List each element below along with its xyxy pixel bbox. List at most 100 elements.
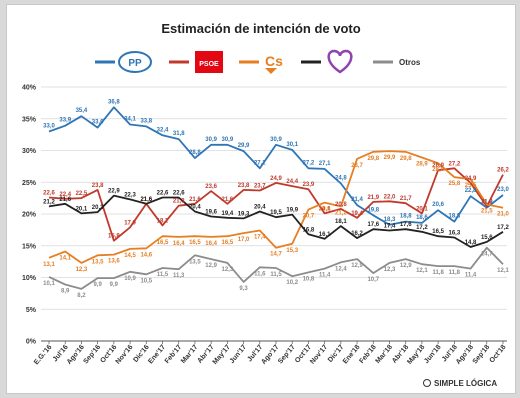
data-label-pp: 21,0 — [481, 200, 493, 206]
y-tick-label: 5% — [26, 307, 37, 314]
data-label-psoe: 22,6 — [43, 190, 55, 196]
data-label-unidos-podemos: 22,3 — [124, 192, 136, 198]
data-label-pp: 20,6 — [432, 202, 444, 208]
series-line-pp — [48, 106, 504, 226]
data-label-cs: 16,5 — [189, 240, 201, 246]
data-label-pp: 30,9 — [205, 137, 217, 143]
data-label-psoe: 23,6 — [205, 184, 217, 190]
data-label-cs: 13,1 — [43, 262, 55, 268]
data-label-otros: 10,8 — [303, 276, 315, 282]
data-label-cs: 29,8 — [367, 156, 379, 162]
y-tick-label: 10% — [22, 275, 37, 282]
x-tick-label: Mar'17 — [180, 344, 200, 365]
data-label-pp: 18,8 — [449, 214, 461, 220]
data-label-unidos-podemos: 16,2 — [351, 231, 363, 237]
data-label-unidos-podemos: 20,1 — [76, 206, 88, 212]
data-label-unidos-podemos: 21,6 — [59, 197, 71, 203]
data-label-psoe: 21,6 — [189, 197, 201, 203]
data-label-pp: 31,8 — [173, 131, 185, 137]
data-label-cs: 15,3 — [286, 248, 298, 254]
data-label-cs: 28,9 — [416, 161, 428, 167]
data-label-otros: 10,2 — [286, 280, 298, 286]
data-label-cs: 21,5 — [481, 208, 493, 214]
data-label-otros: 11,3 — [173, 273, 185, 279]
data-label-otros: 12,1 — [497, 268, 509, 274]
x-tick-label: Ago'17 — [260, 344, 280, 366]
data-label-pp: 24,8 — [335, 176, 347, 182]
data-label-pp: 33,9 — [59, 118, 71, 124]
data-label-otros: 12,9 — [351, 263, 363, 269]
data-label-cs: 17,4 — [254, 235, 266, 241]
data-label-psoe: 23,9 — [303, 182, 315, 188]
data-label-otros: 11,5 — [270, 272, 282, 278]
series-line-psoe — [48, 167, 504, 242]
x-tick-label: E.G.'16 — [33, 344, 54, 367]
data-label-psoe: 18,2 — [157, 218, 169, 224]
y-tick-label: 25% — [22, 180, 37, 187]
data-label-cs: 13,5 — [92, 259, 104, 265]
data-label-pp: 30,9 — [270, 137, 282, 143]
data-label-psoe: 21,3 — [173, 199, 185, 205]
data-label-cs: 25,5 — [465, 183, 477, 189]
data-label-cs: 21,2 — [335, 210, 347, 216]
svg-text:Cs: Cs — [265, 53, 283, 69]
legend: PP PSOE Cs Otros — [95, 49, 421, 74]
data-label-unidos-podemos: 14,8 — [465, 240, 477, 246]
data-label-psoe: 23,7 — [254, 184, 266, 190]
data-label-otros: 9,9 — [110, 282, 119, 288]
x-tick-label: Ago'18 — [455, 344, 475, 366]
data-label-unidos-podemos: 16,3 — [449, 230, 461, 236]
y-tick-label: 40% — [22, 85, 37, 92]
x-tick-label: Ago'16 — [66, 344, 86, 366]
data-label-pp: 27,2 — [303, 160, 315, 166]
data-label-unidos-podemos: 18,1 — [335, 219, 347, 225]
data-label-cs: 16,5 — [157, 240, 169, 246]
data-label-psoe: 17,9 — [124, 220, 136, 226]
data-label-pp: 30,9 — [222, 137, 234, 143]
data-label-psoe: 22,5 — [76, 191, 88, 197]
x-tick-label: Jun'18 — [423, 344, 443, 365]
x-tick-label: May'17 — [212, 344, 232, 366]
data-label-otros: 8,2 — [77, 293, 86, 299]
data-label-pp: 27,1 — [319, 161, 331, 167]
data-label-pp: 33,6 — [92, 120, 104, 126]
data-label-psoe: 27,2 — [449, 161, 461, 167]
data-label-unidos-podemos: 22,6 — [157, 190, 169, 196]
data-label-cs: 16,4 — [205, 241, 217, 247]
data-label-psoe: 26,2 — [497, 168, 509, 174]
data-label-unidos-podemos: 15,6 — [481, 235, 493, 241]
data-label-pp: 22,8 — [465, 188, 477, 194]
data-label-cs: 13,6 — [108, 259, 120, 265]
data-label-unidos-podemos: 16,8 — [303, 227, 315, 233]
data-label-pp: 27,2 — [254, 160, 266, 166]
copyright-icon — [423, 379, 431, 387]
data-label-otros: 12,3 — [222, 267, 234, 273]
data-label-unidos-podemos: 16,5 — [432, 229, 444, 235]
series-line-otros — [48, 246, 504, 290]
x-tick-label: Nov'17 — [309, 344, 329, 366]
data-label-otros: 11,8 — [449, 270, 461, 276]
data-label-pp: 23,0 — [497, 187, 509, 193]
data-label-psoe: 15,8 — [108, 234, 120, 240]
data-label-otros: 11,4 — [465, 273, 477, 279]
data-label-otros: 10,5 — [140, 278, 152, 284]
data-label-cs: 14,7 — [270, 252, 282, 258]
x-tick-label: Nov'16 — [115, 344, 135, 366]
data-label-unidos-podemos: 19,9 — [286, 208, 298, 214]
source-label: SIMPLE LÓGICA — [434, 379, 497, 388]
data-label-otros: 11,8 — [432, 270, 444, 276]
chart-frame: Estimación de intención de voto PP PSOE … — [6, 4, 516, 394]
data-label-unidos-podemos: 16,1 — [319, 232, 331, 238]
data-label-pp: 33,8 — [140, 118, 152, 124]
data-label-pp: 18,6 — [416, 215, 428, 221]
x-tick-label: Mar'18 — [375, 344, 395, 365]
data-label-otros: 12,4 — [335, 266, 347, 272]
data-label-unidos-podemos: 21,2 — [43, 199, 55, 205]
data-label-cs: 21,0 — [497, 212, 509, 218]
data-label-cs: 21,8 — [319, 207, 331, 213]
data-label-otros: 12,9 — [400, 263, 412, 269]
data-label-cs: 28,7 — [351, 163, 363, 169]
data-label-pp: 35,4 — [76, 108, 88, 114]
data-label-psoe: 20,8 — [335, 202, 347, 208]
data-label-pp: 28,8 — [189, 150, 201, 156]
